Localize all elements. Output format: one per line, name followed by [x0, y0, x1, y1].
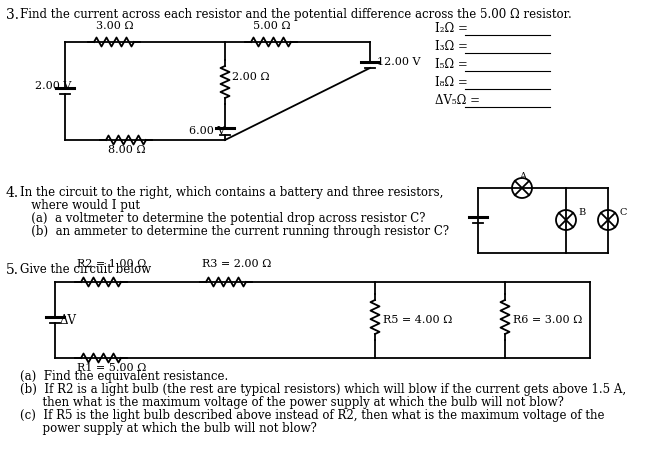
Text: C: C [620, 208, 628, 217]
Text: 4.: 4. [6, 186, 19, 200]
Text: then what is the maximum voltage of the power supply at which the bulb will not : then what is the maximum voltage of the … [20, 396, 564, 409]
Text: In the circuit to the right, which contains a battery and three resistors,: In the circuit to the right, which conta… [20, 186, 444, 199]
Text: R5 = 4.00 Ω: R5 = 4.00 Ω [383, 315, 452, 325]
Text: ΔV: ΔV [60, 313, 77, 327]
Text: 3.: 3. [6, 8, 19, 22]
Text: R3 = 2.00 Ω: R3 = 2.00 Ω [202, 259, 271, 269]
Text: (a)  Find the equivalent resistance.: (a) Find the equivalent resistance. [20, 370, 228, 383]
Text: 8.00 Ω: 8.00 Ω [108, 145, 146, 155]
Text: R2 = 1.00 Ω: R2 = 1.00 Ω [77, 259, 147, 269]
Text: A: A [519, 172, 526, 181]
Text: (b)  If R2 is a light bulb (the rest are typical resistors) which will blow if t: (b) If R2 is a light bulb (the rest are … [20, 383, 626, 396]
Text: power supply at which the bulb will not blow?: power supply at which the bulb will not … [20, 422, 317, 435]
Text: ΔV₅Ω =: ΔV₅Ω = [435, 94, 480, 107]
Text: 12.00 V: 12.00 V [377, 57, 420, 67]
Text: 5.: 5. [6, 263, 19, 277]
Text: Give the circuit below: Give the circuit below [20, 263, 151, 276]
Text: 3.00 Ω: 3.00 Ω [96, 21, 133, 31]
Text: I₅Ω =: I₅Ω = [435, 58, 468, 71]
Text: I₈Ω =: I₈Ω = [435, 76, 468, 89]
Text: (b)  an ammeter to determine the current running through resistor C?: (b) an ammeter to determine the current … [20, 225, 449, 238]
Text: 5.00 Ω: 5.00 Ω [253, 21, 290, 31]
Text: where would I put: where would I put [20, 199, 140, 212]
Text: I₃Ω =: I₃Ω = [435, 40, 468, 53]
Text: 2.00 V: 2.00 V [35, 81, 71, 91]
Text: 6.00 V: 6.00 V [189, 126, 225, 136]
Text: R6 = 3.00 Ω: R6 = 3.00 Ω [513, 315, 582, 325]
Text: Find the current across each resistor and the potential difference across the 5.: Find the current across each resistor an… [20, 8, 572, 21]
Text: B: B [578, 208, 585, 217]
Text: I₂Ω =: I₂Ω = [435, 22, 468, 35]
Text: (a)  a voltmeter to determine the potential drop across resistor C?: (a) a voltmeter to determine the potenti… [20, 212, 426, 225]
Text: (c)  If R5 is the light bulb described above instead of R2, then what is the max: (c) If R5 is the light bulb described ab… [20, 409, 605, 422]
Text: R1 = 5.00 Ω: R1 = 5.00 Ω [77, 363, 147, 373]
Text: 2.00 Ω: 2.00 Ω [232, 72, 270, 82]
